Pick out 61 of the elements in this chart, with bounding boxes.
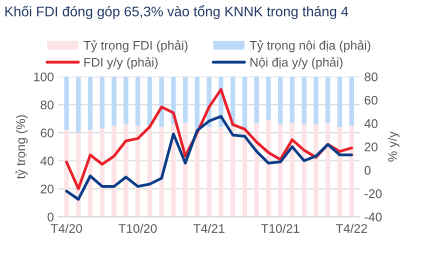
y-tick-label: 80 [40, 100, 54, 110]
y-tick-label: 100 [34, 72, 54, 82]
y2-tick-label: -20 [364, 189, 382, 198]
x-tick-label: T10/20 [118, 224, 157, 233]
bar [242, 76, 248, 129]
y-tick-label: 40 [40, 156, 54, 166]
bar [124, 124, 128, 217]
bar [147, 76, 152, 126]
legend-label: Tỷ trọng nội địa (phải) [250, 40, 370, 52]
y-axis-title: tỷ trọng (%) [16, 115, 28, 179]
bar [325, 122, 330, 217]
bar [302, 76, 306, 124]
bar [194, 76, 200, 129]
bar [206, 127, 212, 217]
bar [337, 76, 342, 128]
bar [349, 126, 354, 217]
bar [290, 76, 295, 123]
bar [159, 76, 164, 128]
bar [314, 76, 318, 124]
bar [159, 127, 164, 217]
bar [135, 76, 140, 126]
bar [302, 124, 306, 217]
bar [218, 127, 224, 217]
bar [314, 124, 318, 217]
bar [254, 76, 259, 123]
y2-tick-label: 40 [364, 119, 378, 128]
bar [112, 126, 116, 217]
bar [64, 130, 69, 217]
bar [182, 76, 188, 123]
bar [254, 122, 259, 217]
y-tick-label: 60 [40, 128, 54, 138]
line-series [65, 114, 354, 201]
bar [112, 76, 116, 126]
bar [278, 76, 283, 124]
y2-axis-title: % y/y [388, 131, 400, 162]
bar [230, 127, 236, 217]
bar [325, 76, 330, 123]
y2-tick-label: 0 [364, 166, 371, 175]
legend-label: Nội địa y/y (phải) [250, 57, 342, 70]
chart-title: Khối FDI đóng góp 65,3% vào tổng KNNK trong tháng 4 [5, 5, 348, 20]
bar [88, 76, 93, 130]
y2-tick-label: 80 [364, 72, 378, 82]
legend-label: FDI y/y (phải) [84, 57, 158, 70]
bar [266, 76, 271, 120]
bar [100, 76, 105, 129]
y-tick-label: 0 [48, 212, 54, 222]
bar [64, 76, 69, 130]
y2-tick-label: -40 [364, 212, 382, 222]
bar [349, 76, 354, 126]
bar [124, 76, 128, 124]
x-tick-label: T4/22 [336, 224, 367, 233]
bar [76, 76, 81, 133]
y2-tick-label: 60 [364, 96, 378, 105]
legend-label: Tỷ trọng FDI (phải) [84, 40, 188, 52]
x-tick-label: T10/21 [261, 224, 300, 233]
bar [171, 124, 176, 217]
x-tick-label: T4/20 [50, 224, 82, 233]
x-tick-label: T4/21 [193, 224, 224, 233]
y2-tick-label: 20 [364, 142, 378, 152]
y-tick-label: 20 [40, 184, 54, 194]
bar [266, 120, 271, 217]
